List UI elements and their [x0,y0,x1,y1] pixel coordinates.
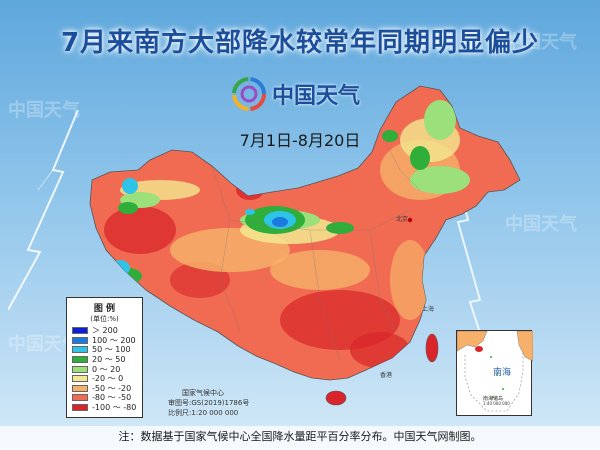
legend-label: -50 ～ -20 [92,383,132,393]
south-china-sea-inset: 南海 南海诸岛 1:40 000 000 [456,330,534,416]
legend-item: -100 ～ -80 [72,403,137,413]
inset-map [456,330,534,412]
legend-item: -20 ～ 0 [72,374,137,384]
legend-label: 50 ～ 100 [92,345,131,355]
legend-item: 100 ～ 200 [72,336,137,346]
legend-swatch [72,346,88,354]
lightning-bolt-left [8,110,79,310]
legend-swatch [72,365,88,373]
legend-item: -80 ～ -50 [72,393,137,403]
page-title: 7月来南方大部降水较常年同期明显偏少 [60,28,540,58]
beijing-marker [407,217,413,223]
producer-org: 国家气候中心 [182,389,224,397]
inset-sea-name: 南海 [493,368,512,378]
map-producer-info: 国家气候中心 审图号:GS(2019)1786号 比例尺:1:20 000 00… [168,388,249,418]
watermark: 中国天气 [505,214,577,235]
legend-title: 图 例 [93,304,116,314]
legend-item: ＞ 200 [72,326,137,336]
precipitation-anomaly-map [89,85,521,406]
legend-label: -20 ～ 0 [92,374,124,384]
legend-swatch [72,356,88,364]
legend-label: 0 ～ 20 [92,364,121,374]
logo-text: 中国天气 [272,84,361,109]
footnote: 注：数据基于国家气候中心全国降水量距平百分率分布。中国天气网制图。 [0,426,600,450]
watermark: 中国天气 [8,334,80,355]
legend: 图 例 (单位:%) ＞ 200 100 ～ 200 50 ～ 100 20 ～ 50… [66,297,143,418]
legend-swatch [72,375,88,383]
city-label: 上海 [422,306,435,313]
legend-item: 0 ～ 20 [72,364,137,374]
legend-label: 20 ～ 50 [92,355,126,365]
hainan-island [325,390,347,406]
legend-swatch [72,394,88,402]
legend-label: ＞ 200 [92,326,118,336]
date-range: 7月1日-8月20日 [239,131,361,150]
inset-islands-label: 南海诸岛 [483,396,504,402]
legend-label: -100 ～ -80 [92,403,137,413]
inset-scale: 1:40 000 000 [483,401,510,406]
legend-item: 20 ～ 50 [72,355,137,365]
legend-item: 50 ～ 100 [72,345,137,355]
watermark: 中国天气 [8,100,80,121]
review-number: 审图号:GS(2019)1786号 [168,399,250,407]
watermark: 中国天气 [505,32,577,53]
legend-label: 100 ～ 200 [92,335,136,345]
legend-item: -50 ～ -20 [72,384,137,394]
legend-swatch [72,384,88,392]
china-weather-logo-icon [232,77,266,111]
taiwan-island [425,333,439,363]
legend-label: -80 ～ -50 [92,393,132,403]
legend-swatch [72,404,88,412]
map-scale: 比例尺:1:20 000 000 [168,409,239,417]
logo: 中国天气 [232,76,360,112]
legend-swatch [72,327,88,335]
city-label: 北京 [396,216,409,223]
legend-subtitle: (单位:%) [90,315,119,323]
city-label: 香港 [380,372,393,379]
legend-swatch [72,336,88,344]
